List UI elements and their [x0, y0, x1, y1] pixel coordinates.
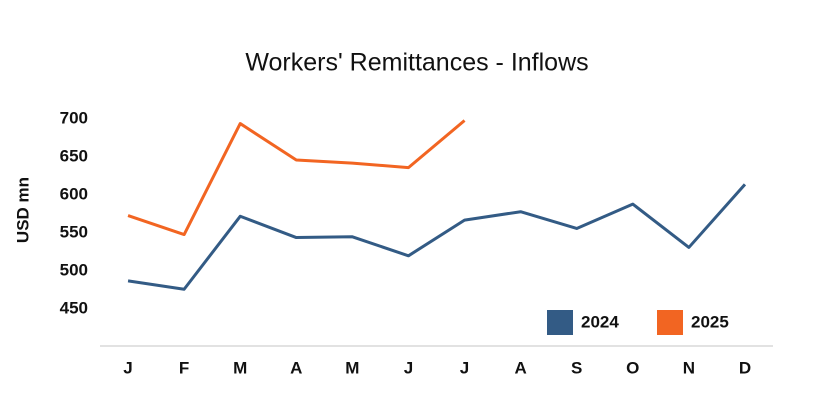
- y-tick-label: 450: [60, 298, 88, 317]
- y-tick-label: 650: [60, 146, 88, 165]
- y-tick-label: 600: [60, 184, 88, 203]
- y-tick-label: 500: [60, 260, 88, 279]
- x-tick-label: M: [233, 358, 247, 377]
- legend-swatch: [657, 310, 683, 335]
- series-line: [127, 183, 747, 291]
- y-tick-label: 550: [60, 222, 88, 241]
- x-tick-label: D: [739, 358, 751, 377]
- x-tick-label: A: [514, 358, 526, 377]
- x-tick-label: A: [290, 358, 302, 377]
- chart-title: Workers' Remittances - Inflows: [245, 49, 588, 77]
- y-axis-label: USD mn: [13, 177, 32, 243]
- x-tick-label: J: [460, 358, 469, 377]
- series-line: [127, 119, 466, 237]
- x-tick-label: F: [179, 358, 189, 377]
- x-tick-label: J: [123, 358, 132, 377]
- y-tick-label: 700: [60, 108, 88, 127]
- legend-label: 2025: [691, 312, 729, 331]
- x-tick-label: O: [626, 358, 639, 377]
- x-tick-label: S: [571, 358, 582, 377]
- x-tick-label: J: [404, 358, 413, 377]
- x-tick-label: M: [345, 358, 359, 377]
- legend-label: 2024: [581, 312, 619, 331]
- legend-swatch: [547, 310, 573, 335]
- x-tick-label: N: [683, 358, 695, 377]
